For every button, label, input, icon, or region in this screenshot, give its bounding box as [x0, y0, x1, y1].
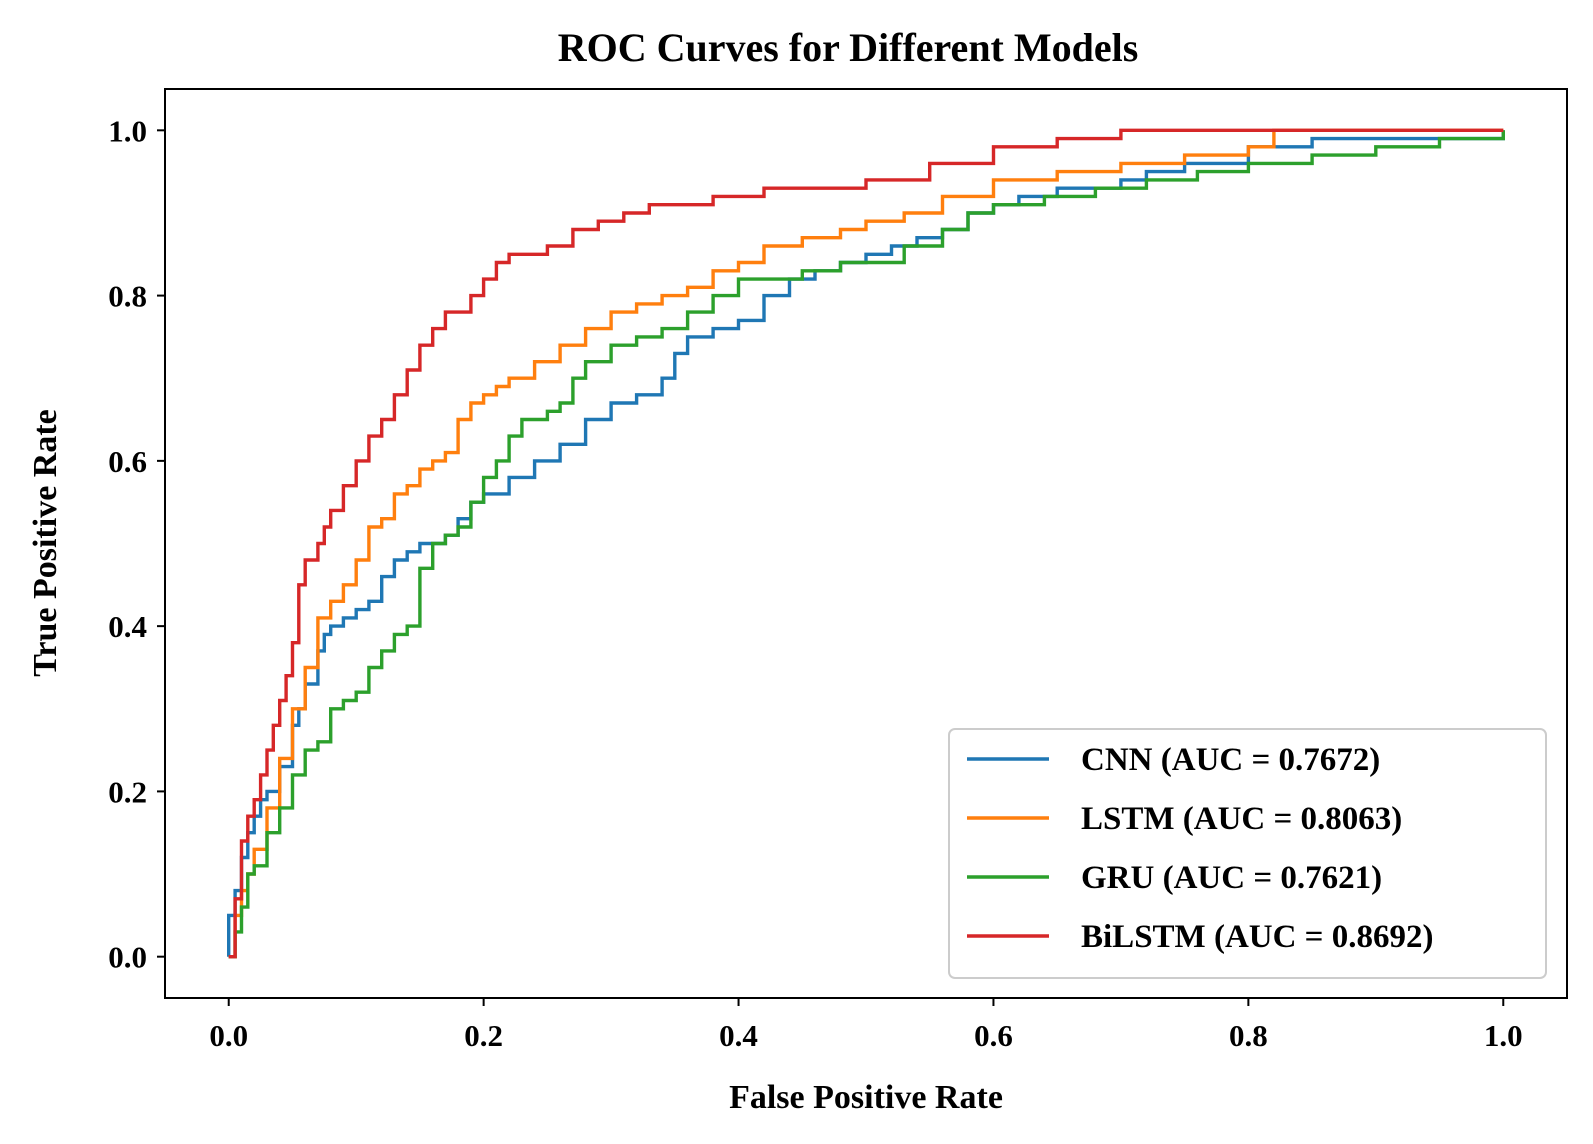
series-line-1	[228, 128, 1504, 959]
x-tick-label: 0.6	[974, 1018, 1013, 1053]
axes-frame	[164, 88, 1568, 999]
x-tick-label: 0.0	[209, 1018, 248, 1053]
legend-label-3: BiLSTM (AUC = 0.8692)	[1081, 919, 1433, 955]
y-tick-label: 0.0	[108, 940, 147, 975]
y-tick-label: 0.2	[108, 774, 147, 809]
legend-box	[948, 728, 1547, 979]
y-tick-label: 0.8	[108, 279, 147, 314]
chart-title: ROC Curves for Different Models	[558, 25, 1139, 70]
y-axis: 0.0 0.2 0.4 0.6 0.8 1.0	[108, 113, 165, 975]
legend-label-0: CNN (AUC = 0.7672)	[1081, 742, 1380, 778]
legend-label-1: LSTM (AUC = 0.8063)	[1081, 801, 1402, 837]
x-tick-label: 1.0	[1484, 1018, 1523, 1053]
x-tick-label: 0.2	[464, 1018, 503, 1053]
legend: CNN (AUC = 0.7672) LSTM (AUC = 0.8063) GRU…	[948, 728, 1547, 979]
y-tick-label: 0.4	[108, 609, 147, 644]
plot-area	[227, 128, 1505, 959]
x-axis-label: False Positive Rate	[729, 1079, 1003, 1116]
y-tick-label: 0.6	[108, 444, 147, 479]
y-tick-label: 1.0	[108, 113, 147, 148]
x-axis: 0.0 0.2 0.4 0.6 0.8 1.0	[209, 998, 1523, 1053]
x-tick-label: 0.8	[1229, 1018, 1268, 1053]
series-line-3	[228, 128, 1504, 959]
series-line-2	[228, 130, 1505, 959]
x-tick-label: 0.4	[719, 1018, 758, 1053]
legend-label-2: GRU (AUC = 0.7621)	[1081, 860, 1382, 896]
y-axis-label: True Positive Rate	[27, 409, 64, 677]
